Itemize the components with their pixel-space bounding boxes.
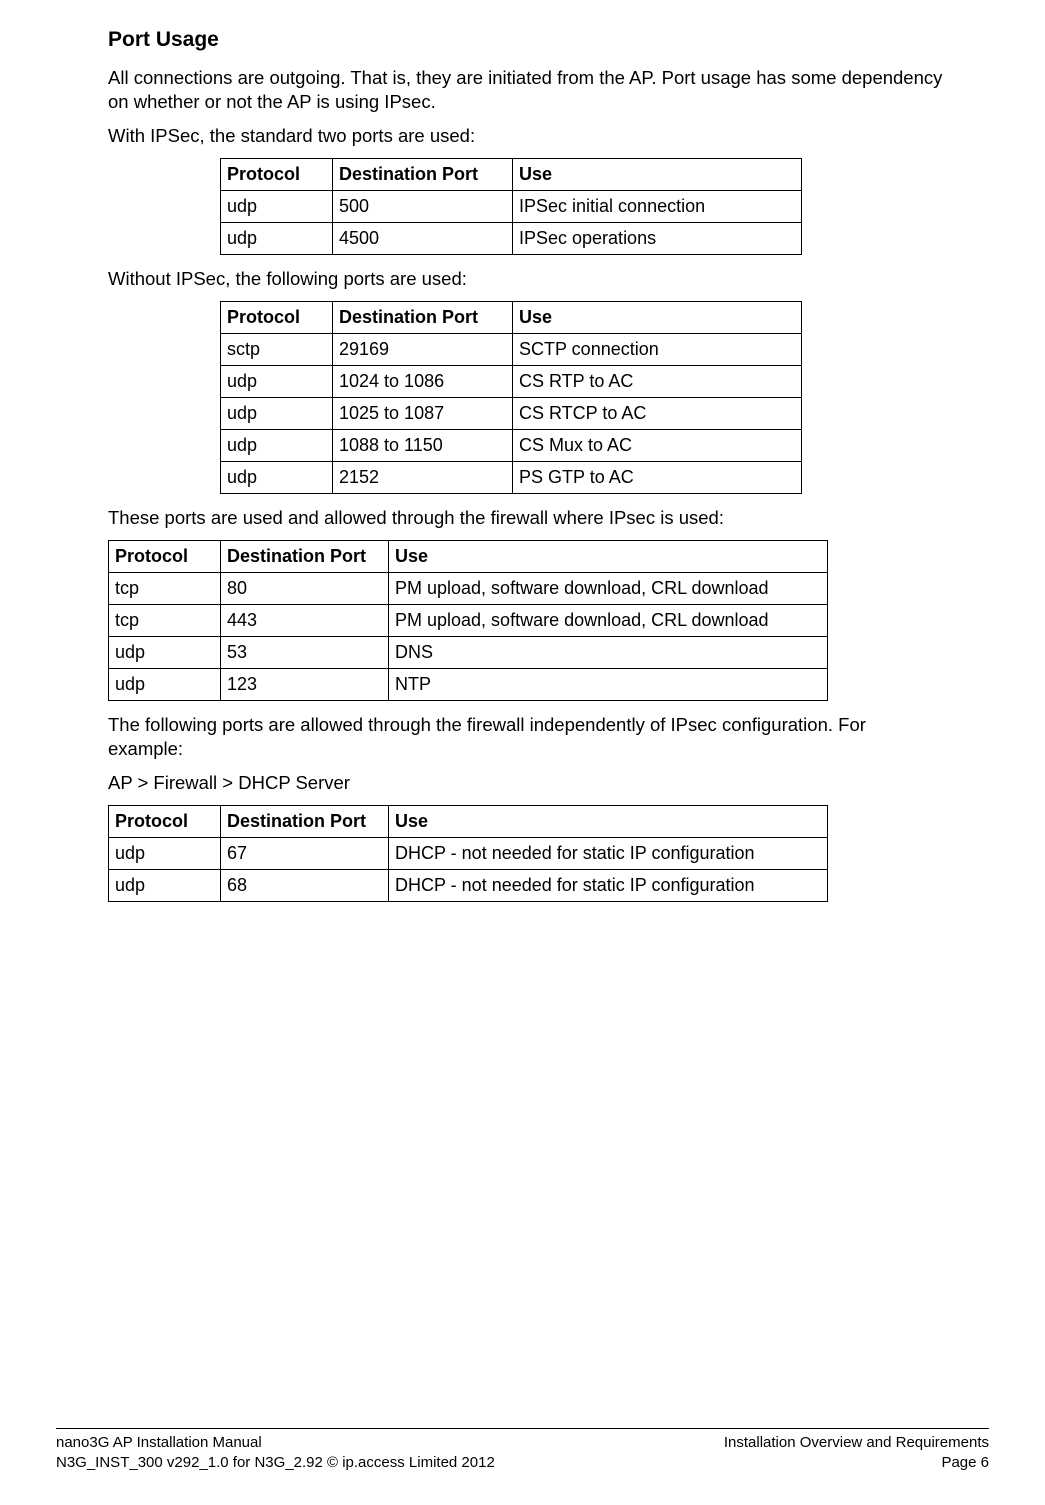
breadcrumb-example: AP > Firewall > DHCP Server xyxy=(108,771,945,795)
footer-section-title: Installation Overview and Requirements xyxy=(724,1433,989,1453)
table-row: udp 2152 PS GTP to AC xyxy=(221,462,802,494)
cell-use: PM upload, software download, CRL downlo… xyxy=(389,573,828,605)
col-header-protocol: Protocol xyxy=(221,302,333,334)
col-header-use: Use xyxy=(389,806,828,838)
cell-use: SCTP connection xyxy=(513,334,802,366)
footer-doc-version: N3G_INST_300 v292_1.0 for N3G_2.92 © ip.… xyxy=(56,1453,495,1473)
footer-left: nano3G AP Installation Manual N3G_INST_3… xyxy=(56,1433,495,1474)
cell-use: CS Mux to AC xyxy=(513,430,802,462)
paragraph: With IPSec, the standard two ports are u… xyxy=(108,124,945,148)
col-header-protocol: Protocol xyxy=(109,541,221,573)
cell-protocol: udp xyxy=(221,398,333,430)
cell-protocol: udp xyxy=(221,430,333,462)
cell-port: 67 xyxy=(221,838,389,870)
col-header-port: Destination Port xyxy=(221,541,389,573)
cell-port: 53 xyxy=(221,637,389,669)
table-row: udp 1088 to 1150 CS Mux to AC xyxy=(221,430,802,462)
ipsec-ports-table: Protocol Destination Port Use udp 500 IP… xyxy=(220,158,802,255)
table-header-row: Protocol Destination Port Use xyxy=(221,302,802,334)
cell-port: 29169 xyxy=(333,334,513,366)
col-header-use: Use xyxy=(389,541,828,573)
cell-port: 500 xyxy=(333,191,513,223)
col-header-use: Use xyxy=(513,302,802,334)
col-header-port: Destination Port xyxy=(333,302,513,334)
cell-use: IPSec operations xyxy=(513,223,802,255)
table-header-row: Protocol Destination Port Use xyxy=(109,806,828,838)
cell-use: DHCP - not needed for static IP configur… xyxy=(389,870,828,902)
footer-page-number: Page 6 xyxy=(724,1453,989,1473)
table-row: udp 1024 to 1086 CS RTP to AC xyxy=(221,366,802,398)
section-heading: Port Usage xyxy=(108,28,945,52)
cell-protocol: udp xyxy=(109,669,221,701)
cell-use: NTP xyxy=(389,669,828,701)
cell-protocol: tcp xyxy=(109,573,221,605)
cell-port: 2152 xyxy=(333,462,513,494)
footer-right: Installation Overview and Requirements P… xyxy=(724,1433,989,1474)
cell-port: 1024 to 1086 xyxy=(333,366,513,398)
col-header-use: Use xyxy=(513,159,802,191)
non-ipsec-ports-table: Protocol Destination Port Use sctp 29169… xyxy=(220,301,802,494)
cell-use: IPSec initial connection xyxy=(513,191,802,223)
page-footer: nano3G AP Installation Manual N3G_INST_3… xyxy=(56,1428,989,1474)
cell-port: 68 xyxy=(221,870,389,902)
cell-protocol: udp xyxy=(221,366,333,398)
table-row: udp 4500 IPSec operations xyxy=(221,223,802,255)
cell-use: DHCP - not needed for static IP configur… xyxy=(389,838,828,870)
cell-port: 123 xyxy=(221,669,389,701)
table-row: udp 1025 to 1087 CS RTCP to AC xyxy=(221,398,802,430)
table-row: udp 67 DHCP - not needed for static IP c… xyxy=(109,838,828,870)
cell-use: CS RTP to AC xyxy=(513,366,802,398)
col-header-protocol: Protocol xyxy=(221,159,333,191)
cell-protocol: udp xyxy=(221,223,333,255)
cell-protocol: tcp xyxy=(109,605,221,637)
footer-doc-title: nano3G AP Installation Manual xyxy=(56,1433,495,1453)
cell-protocol: sctp xyxy=(221,334,333,366)
cell-port: 1025 to 1087 xyxy=(333,398,513,430)
table-row: tcp 443 PM upload, software download, CR… xyxy=(109,605,828,637)
paragraph: These ports are used and allowed through… xyxy=(108,506,945,530)
col-header-protocol: Protocol xyxy=(109,806,221,838)
cell-port: 4500 xyxy=(333,223,513,255)
table-row: udp 500 IPSec initial connection xyxy=(221,191,802,223)
table-header-row: Protocol Destination Port Use xyxy=(109,541,828,573)
cell-protocol: udp xyxy=(109,637,221,669)
firewall-ipsec-ports-table: Protocol Destination Port Use tcp 80 PM … xyxy=(108,540,828,701)
table-row: udp 53 DNS xyxy=(109,637,828,669)
paragraph: The following ports are allowed through … xyxy=(108,713,945,761)
table-row: udp 68 DHCP - not needed for static IP c… xyxy=(109,870,828,902)
cell-use: PS GTP to AC xyxy=(513,462,802,494)
table-header-row: Protocol Destination Port Use xyxy=(221,159,802,191)
cell-protocol: udp xyxy=(109,838,221,870)
cell-port: 1088 to 1150 xyxy=(333,430,513,462)
table-row: sctp 29169 SCTP connection xyxy=(221,334,802,366)
cell-port: 80 xyxy=(221,573,389,605)
firewall-independent-ports-table: Protocol Destination Port Use udp 67 DHC… xyxy=(108,805,828,902)
paragraph: Without IPSec, the following ports are u… xyxy=(108,267,945,291)
col-header-port: Destination Port xyxy=(221,806,389,838)
col-header-port: Destination Port xyxy=(333,159,513,191)
cell-port: 443 xyxy=(221,605,389,637)
cell-use: DNS xyxy=(389,637,828,669)
cell-protocol: udp xyxy=(221,462,333,494)
table-row: udp 123 NTP xyxy=(109,669,828,701)
table-row: tcp 80 PM upload, software download, CRL… xyxy=(109,573,828,605)
cell-protocol: udp xyxy=(109,870,221,902)
page-content: Port Usage All connections are outgoing.… xyxy=(108,28,945,902)
cell-use: CS RTCP to AC xyxy=(513,398,802,430)
cell-use: PM upload, software download, CRL downlo… xyxy=(389,605,828,637)
cell-protocol: udp xyxy=(221,191,333,223)
paragraph: All connections are outgoing. That is, t… xyxy=(108,66,945,114)
